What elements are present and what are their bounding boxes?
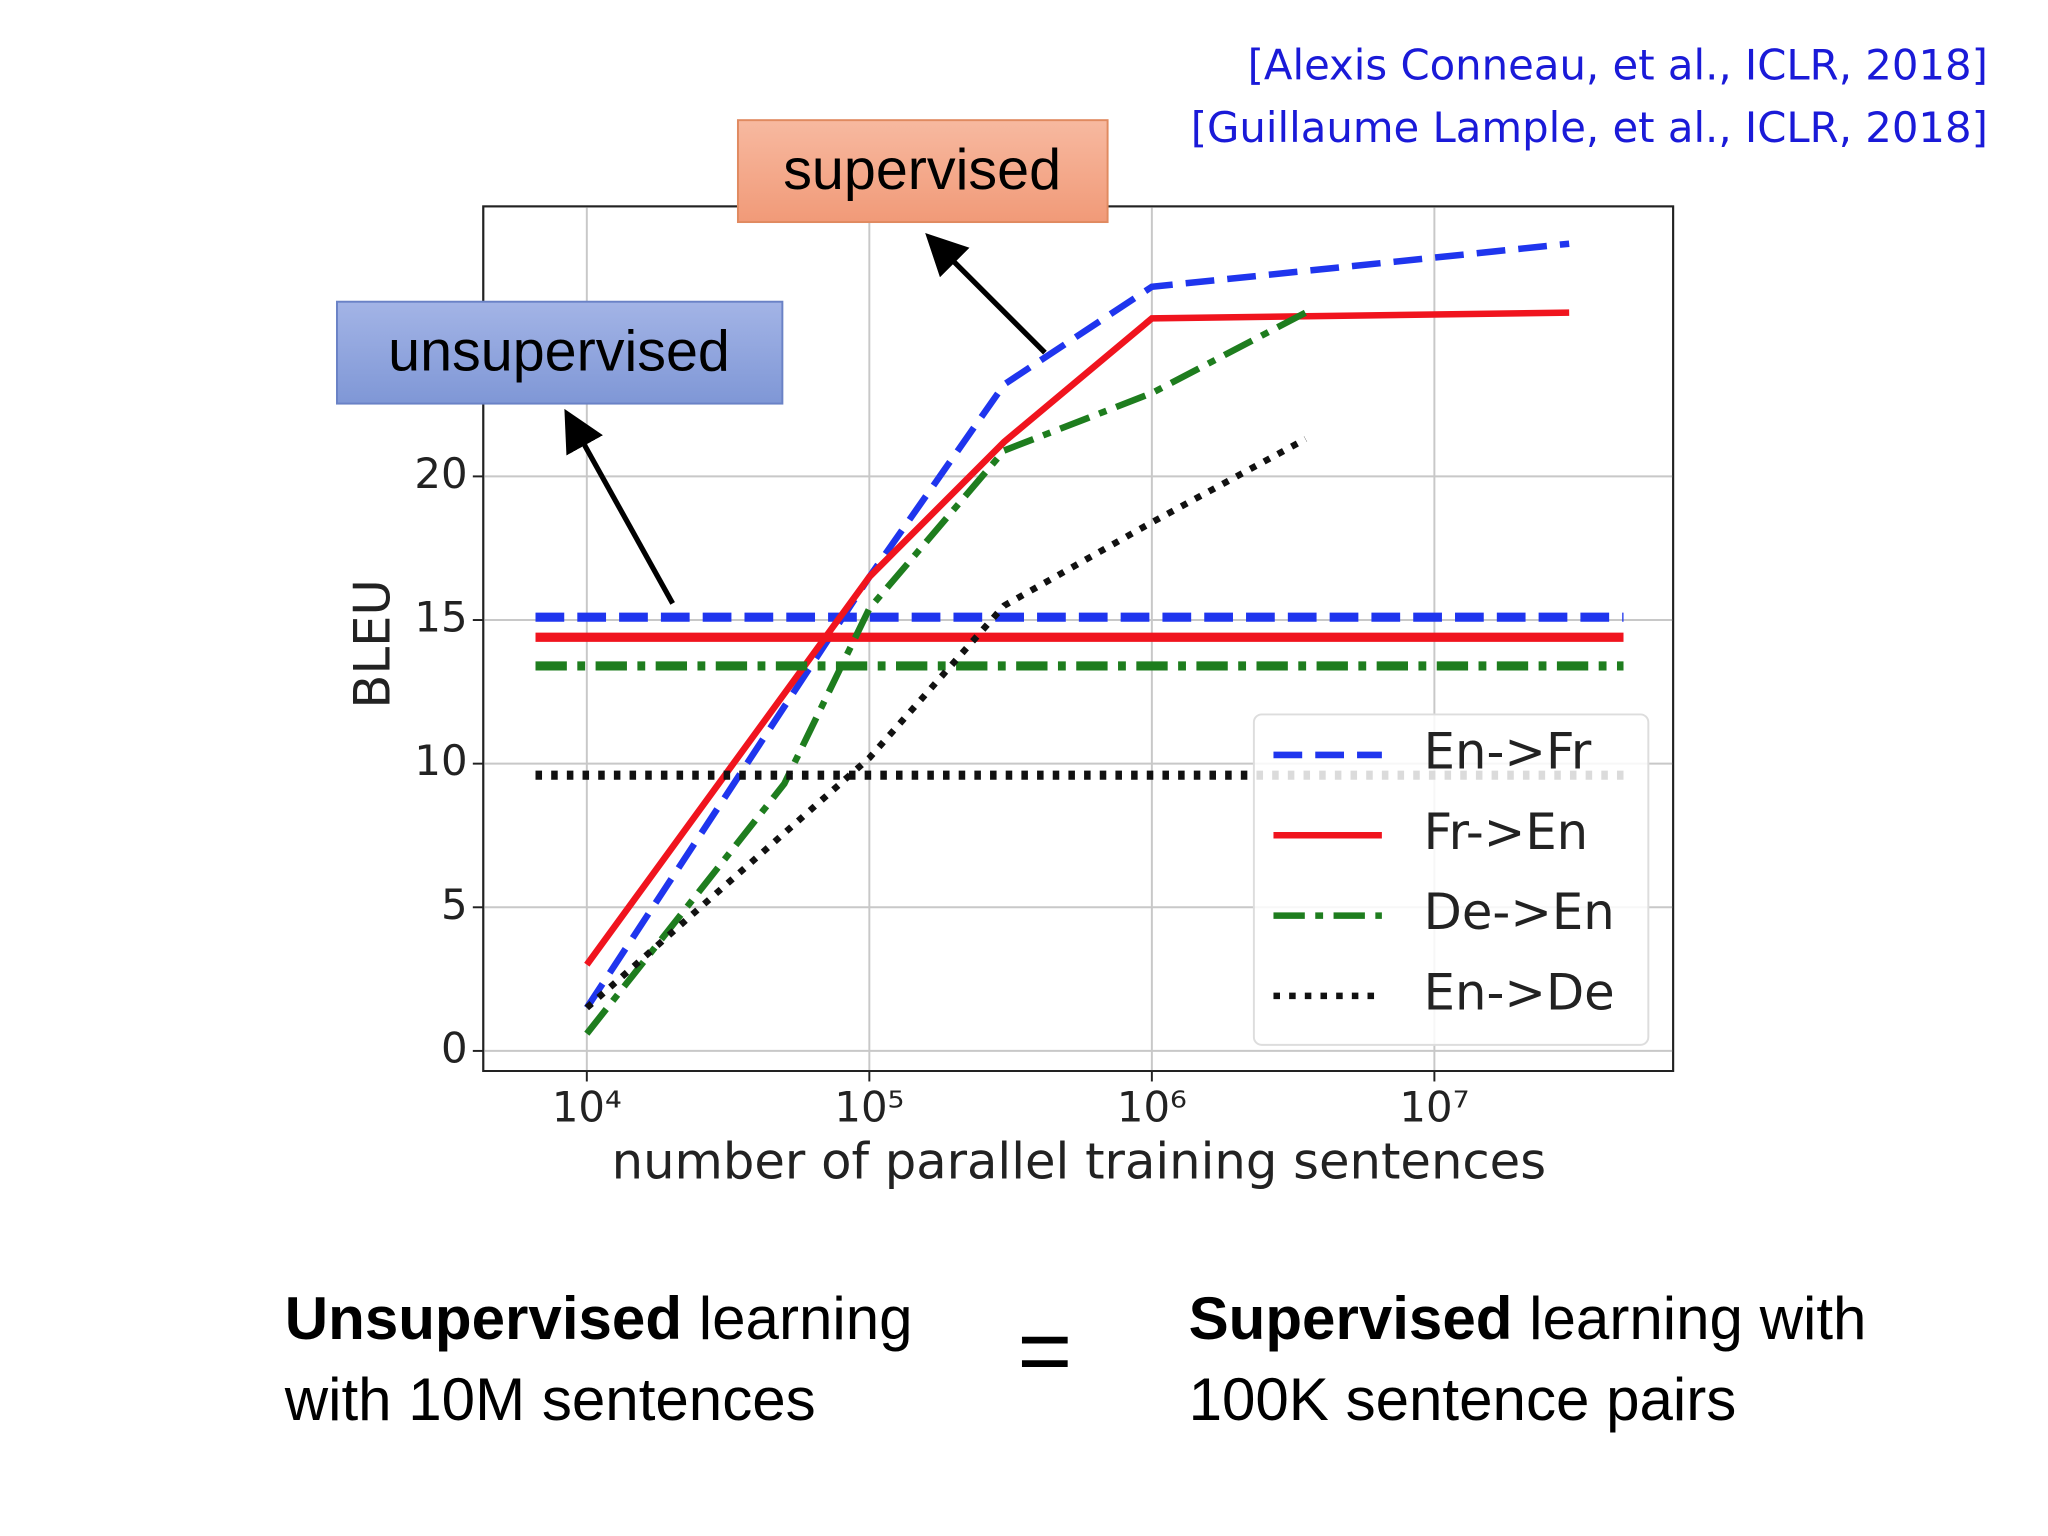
text: learning [699,1285,913,1352]
series-line [584,309,1570,967]
arrow [564,408,675,605]
arrow [925,232,1047,355]
y-tick-label: 20 [414,449,467,498]
legend-label: De->En [1424,883,1615,941]
series-line [584,240,1570,1010]
supervised-label: supervised [783,138,1061,202]
x-axis-label: number of parallel training sentences [612,1133,1546,1191]
x-tick-label: 10⁶ [1117,1083,1187,1132]
text: learning with [1529,1285,1866,1352]
conclusion-right: 100K sentence pairs [1189,1366,1737,1433]
equals-sign: = [1017,1298,1072,1403]
x-tick-label: 10⁵ [834,1083,904,1132]
bold-text: Unsupervised [285,1285,682,1352]
y-tick-label: 5 [441,880,468,929]
citation: [Alexis Conneau, et al., ICLR, 2018] [1248,40,1988,89]
conclusion-left: Unsupervised learning [285,1285,913,1352]
x-tick-label: 10⁴ [552,1083,622,1132]
x-tick-label: 10⁷ [1399,1083,1469,1132]
y-axis-label: BLEU [344,579,402,708]
y-tick-label: 15 [414,593,467,642]
conclusion-right: Supervised learning with [1189,1285,1867,1352]
conclusion-left: with 10M sentences [284,1366,816,1433]
citation: [Guillaume Lample, et al., ICLR, 2018] [1191,103,1988,152]
unsupervised-label: unsupervised [388,319,730,383]
y-tick-label: 10 [414,736,467,785]
y-tick-label: 0 [441,1023,468,1072]
bold-text: Supervised [1189,1285,1513,1352]
unsupervised-box [336,300,784,405]
legend-box [1252,713,1650,1046]
supervised-box [736,119,1109,224]
legend-label: En->De [1424,963,1615,1021]
legend-label: Fr->En [1424,803,1588,861]
series-line [584,309,1308,1036]
series-line [584,436,1308,1011]
legend-label: En->Fr [1424,722,1592,780]
